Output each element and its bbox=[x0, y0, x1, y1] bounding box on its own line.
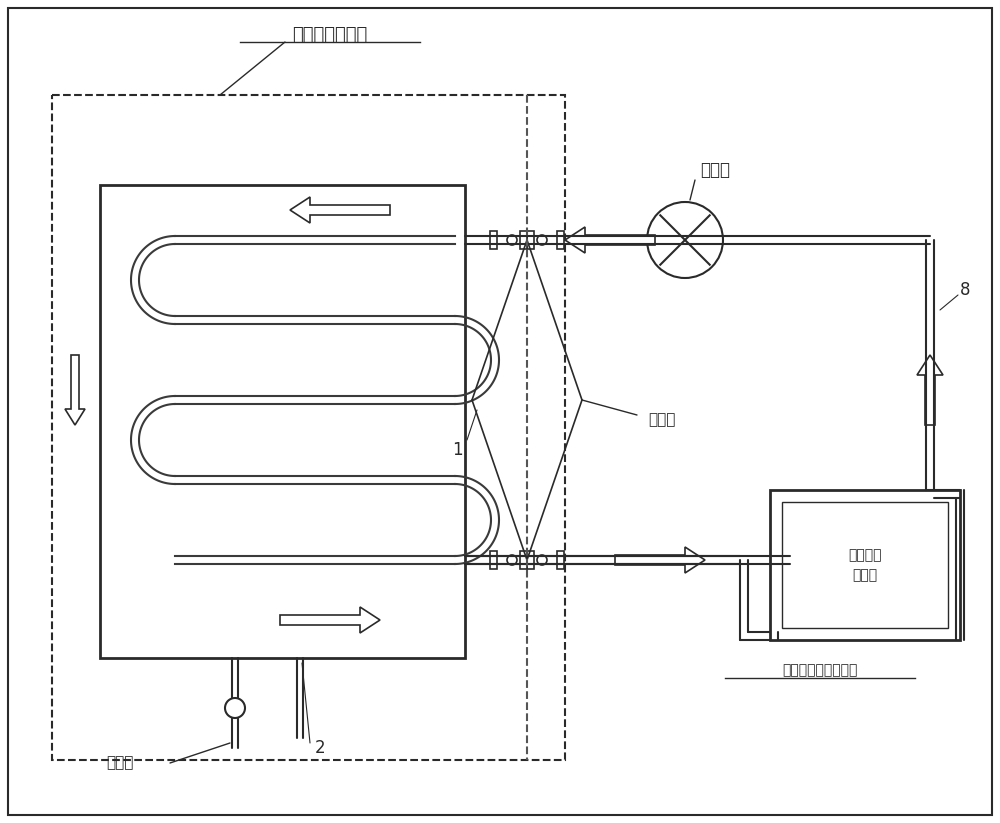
Bar bbox=[527, 231, 534, 249]
Text: 相变蓄冷冷冻墙: 相变蓄冷冷冻墙 bbox=[292, 26, 368, 44]
Bar bbox=[100, 185, 465, 658]
Bar bbox=[527, 551, 534, 569]
Polygon shape bbox=[280, 607, 380, 633]
Text: 相变蓄冷: 相变蓄冷 bbox=[848, 548, 882, 562]
Circle shape bbox=[537, 555, 547, 565]
Bar bbox=[557, 551, 564, 569]
Polygon shape bbox=[65, 355, 85, 425]
Bar bbox=[520, 231, 527, 249]
Polygon shape bbox=[615, 547, 705, 573]
Bar bbox=[490, 551, 497, 569]
Polygon shape bbox=[565, 227, 655, 253]
Text: 载冷剂: 载冷剂 bbox=[852, 568, 878, 582]
Circle shape bbox=[537, 235, 547, 245]
Text: 开断阀: 开断阀 bbox=[648, 412, 676, 427]
Bar bbox=[52, 95, 565, 760]
Circle shape bbox=[507, 235, 517, 245]
Bar bbox=[490, 231, 497, 249]
Bar bbox=[520, 551, 527, 569]
Circle shape bbox=[647, 202, 723, 278]
Text: 液压泵: 液压泵 bbox=[700, 161, 730, 179]
Polygon shape bbox=[290, 197, 390, 223]
Text: 2: 2 bbox=[315, 739, 325, 757]
Polygon shape bbox=[917, 355, 943, 425]
Text: 排水阀: 排水阀 bbox=[106, 756, 134, 770]
Circle shape bbox=[225, 698, 245, 718]
Text: 8: 8 bbox=[960, 281, 970, 299]
Bar bbox=[770, 490, 960, 640]
Circle shape bbox=[507, 555, 517, 565]
Text: 液态相变蓄冷储存槽: 液态相变蓄冷储存槽 bbox=[782, 663, 858, 677]
Text: 1: 1 bbox=[452, 441, 462, 459]
Bar bbox=[557, 231, 564, 249]
Bar bbox=[782, 502, 948, 628]
